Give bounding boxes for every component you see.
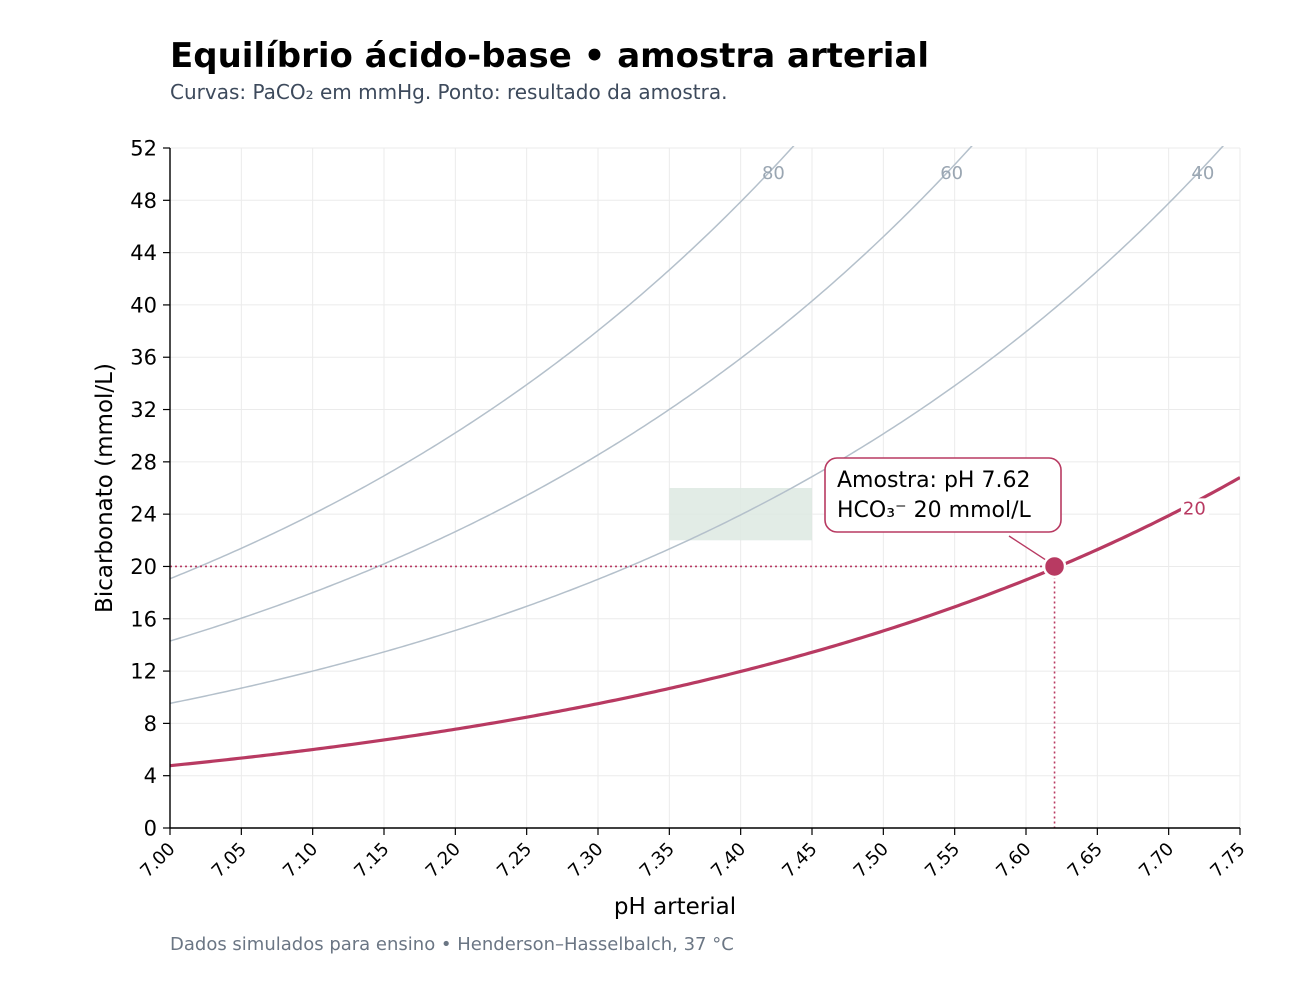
curve-label-80: 80 <box>762 163 785 184</box>
y-tick-label: 8 <box>144 712 157 736</box>
y-tick-label: 12 <box>130 660 157 684</box>
curve-label-40: 40 <box>1191 163 1214 184</box>
y-tick-label: 24 <box>130 503 157 527</box>
y-tick-label: 28 <box>130 450 157 474</box>
paco2-curve-60 <box>170 146 973 642</box>
curve-label-60: 60 <box>940 163 963 184</box>
x-tick-label: 7.15 <box>350 839 393 882</box>
x-tick-label: 7.00 <box>136 839 179 882</box>
x-axis-title: pH arterial <box>614 894 736 920</box>
x-tick-label: 7.50 <box>850 839 893 882</box>
curve-label-bg <box>1180 498 1209 519</box>
x-tick-label: 7.30 <box>564 839 607 882</box>
y-tick-label: 52 <box>130 137 157 161</box>
y-tick-label: 0 <box>144 817 157 841</box>
x-tick-label: 7.10 <box>279 839 322 882</box>
y-tick-label: 4 <box>144 764 157 788</box>
sample-point <box>1042 554 1067 579</box>
y-tick-label: 44 <box>130 241 157 265</box>
y-tick-label: 32 <box>130 398 157 422</box>
x-tick-label: 7.75 <box>1206 839 1249 882</box>
x-tick-label: 7.35 <box>636 839 679 882</box>
x-tick-label: 7.60 <box>992 839 1035 882</box>
annotation-leader <box>1008 535 1047 562</box>
y-axis-title: Bicarbonato (mmol/L) <box>92 363 118 613</box>
chart-subtitle: Curvas: PaCO₂ em mmHg. Ponto: resultado … <box>170 80 728 104</box>
x-tick-label: 7.05 <box>208 839 251 882</box>
footer-note: Dados simulados para ensino • Henderson–… <box>170 934 734 955</box>
annotation-box <box>824 457 1062 533</box>
x-tick-label: 7.40 <box>707 839 750 882</box>
curves <box>170 146 1240 768</box>
y-tick-label: 16 <box>130 607 157 631</box>
x-tick-label: 7.45 <box>778 839 821 882</box>
y-tick-label: 20 <box>130 555 157 579</box>
curve-label-20: 20 <box>1183 498 1206 519</box>
paco2-curve-80 <box>170 146 795 580</box>
x-tick-label: 7.65 <box>1064 839 1107 882</box>
annotation-line-1: Amostra: pH 7.62 <box>837 468 1030 493</box>
x-tick-label: 7.55 <box>921 839 964 882</box>
y-tick-label: 36 <box>130 346 157 370</box>
x-tick-label: 7.70 <box>1135 839 1178 882</box>
paco2-curve-40 <box>170 146 1225 705</box>
y-tick-label: 48 <box>130 189 157 213</box>
annotation-line-2: HCO₃⁻ 20 mmol/L <box>837 498 1031 523</box>
x-tick-label: 7.25 <box>493 839 536 882</box>
chart-title: Equilíbrio ácido-base • amostra arterial <box>170 36 930 76</box>
x-tick-label: 7.20 <box>422 839 465 882</box>
y-tick-label: 40 <box>130 293 157 317</box>
